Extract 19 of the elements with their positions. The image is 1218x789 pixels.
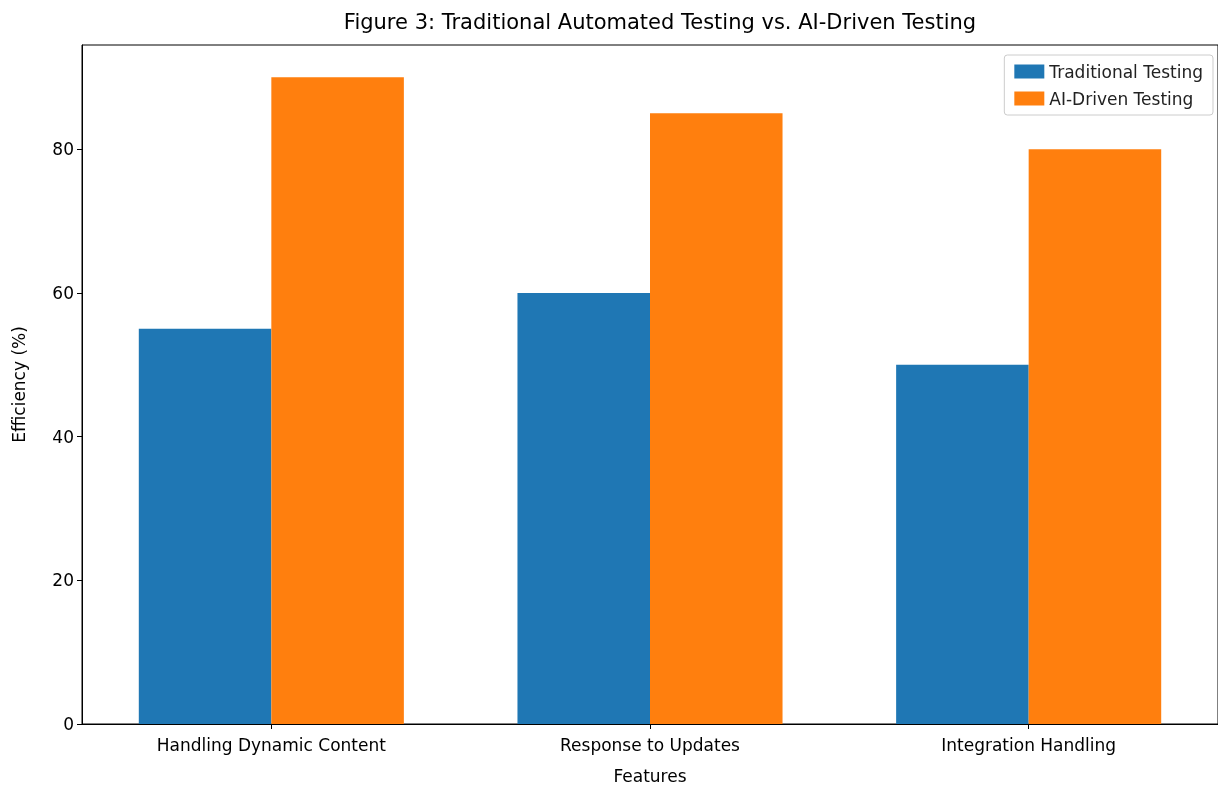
chart-title: Figure 3: Traditional Automated Testing vs. AI-Driven Testing [343, 9, 977, 34]
y-tick-label: 60 [52, 282, 74, 303]
x-tick-label: Integration Handling [941, 734, 1117, 755]
legend-label: Traditional Testing [1048, 61, 1204, 82]
x-tick-label: Response to Updates [560, 734, 741, 755]
y-axis-title: Efficiency (%) [8, 326, 29, 443]
y-tick-label: 80 [52, 139, 74, 160]
bar [650, 113, 783, 724]
y-tick-label: 40 [52, 426, 74, 447]
x-axis-title: Features [613, 765, 687, 786]
bar [896, 364, 1029, 724]
y-tick-label: 20 [52, 570, 74, 591]
legend-label: AI-Driven Testing [1049, 88, 1194, 109]
y-tick-label: 0 [63, 714, 74, 734]
bar [138, 328, 272, 724]
bar [1028, 149, 1162, 724]
bar [517, 292, 650, 724]
x-tick-label: Handling Dynamic Content [156, 734, 387, 755]
bar [271, 77, 404, 724]
